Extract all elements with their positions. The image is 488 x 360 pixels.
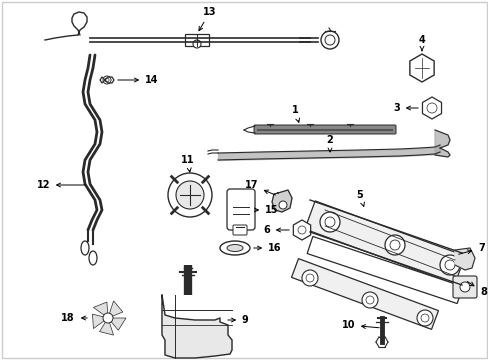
Circle shape <box>168 173 212 217</box>
Polygon shape <box>306 237 462 303</box>
Circle shape <box>420 314 428 322</box>
Polygon shape <box>108 301 122 318</box>
Text: 16: 16 <box>253 243 281 253</box>
FancyBboxPatch shape <box>452 276 476 298</box>
Polygon shape <box>409 54 433 82</box>
Text: 12: 12 <box>37 180 85 190</box>
Text: 3: 3 <box>392 103 417 113</box>
Circle shape <box>105 78 109 82</box>
Circle shape <box>416 310 432 326</box>
Polygon shape <box>434 130 449 157</box>
FancyBboxPatch shape <box>232 225 246 235</box>
Circle shape <box>426 103 436 113</box>
Polygon shape <box>162 295 231 358</box>
Text: 18: 18 <box>61 313 87 323</box>
Circle shape <box>444 260 454 270</box>
Text: 15: 15 <box>254 205 278 215</box>
Circle shape <box>319 212 339 232</box>
Text: 14: 14 <box>118 75 158 85</box>
Circle shape <box>297 226 305 234</box>
Circle shape <box>305 274 313 282</box>
Bar <box>184 34 208 46</box>
Text: 5: 5 <box>356 190 364 206</box>
Text: 11: 11 <box>181 155 194 172</box>
Text: 8: 8 <box>467 282 486 297</box>
Polygon shape <box>291 258 438 329</box>
Circle shape <box>320 31 338 49</box>
Circle shape <box>365 296 373 304</box>
Text: 10: 10 <box>341 320 379 330</box>
Polygon shape <box>100 318 113 335</box>
Text: 13: 13 <box>199 7 216 31</box>
Polygon shape <box>454 248 474 270</box>
Polygon shape <box>93 302 108 318</box>
Circle shape <box>176 181 203 209</box>
Text: 6: 6 <box>263 225 288 235</box>
Ellipse shape <box>226 244 243 252</box>
Circle shape <box>384 235 404 255</box>
Circle shape <box>439 255 459 275</box>
Ellipse shape <box>220 241 249 255</box>
Ellipse shape <box>89 251 97 265</box>
Ellipse shape <box>81 241 89 255</box>
Polygon shape <box>271 190 291 212</box>
Circle shape <box>193 40 201 48</box>
Circle shape <box>325 35 334 45</box>
Text: 1: 1 <box>291 105 299 122</box>
FancyBboxPatch shape <box>226 189 254 230</box>
Polygon shape <box>304 201 464 284</box>
Circle shape <box>361 292 377 308</box>
Circle shape <box>389 240 399 250</box>
Polygon shape <box>293 220 310 240</box>
Polygon shape <box>422 97 441 119</box>
Circle shape <box>103 313 113 323</box>
Text: 7: 7 <box>458 243 484 254</box>
Text: 17: 17 <box>244 180 275 195</box>
Circle shape <box>459 282 469 292</box>
FancyBboxPatch shape <box>253 125 395 134</box>
Circle shape <box>302 270 317 286</box>
Text: 4: 4 <box>418 35 425 51</box>
Circle shape <box>279 201 286 209</box>
Polygon shape <box>108 318 126 330</box>
Circle shape <box>325 217 334 227</box>
Text: 9: 9 <box>227 315 248 325</box>
Polygon shape <box>92 314 108 329</box>
Text: 2: 2 <box>326 135 333 152</box>
Circle shape <box>103 76 111 84</box>
